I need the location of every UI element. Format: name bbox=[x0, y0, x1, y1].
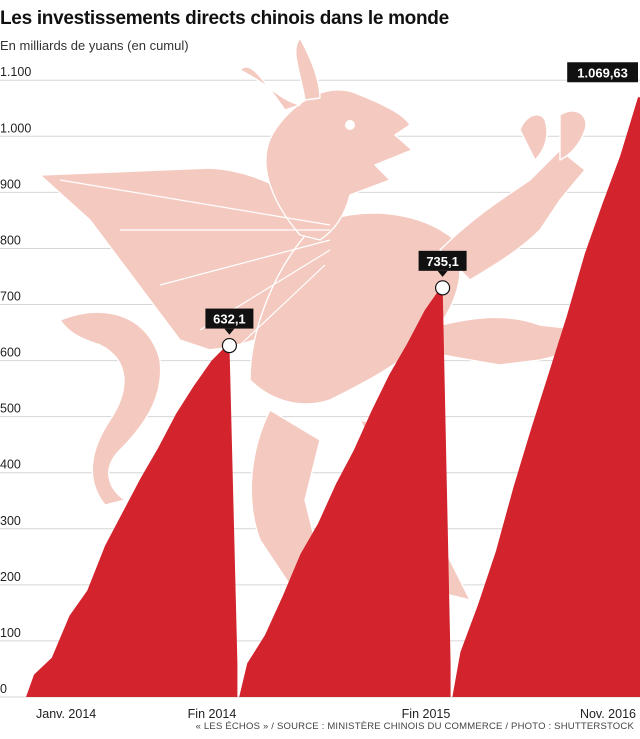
data-label-box bbox=[205, 308, 254, 329]
data-label-box bbox=[567, 62, 638, 83]
y-tick-label: 0 bbox=[0, 682, 7, 696]
dragon-part bbox=[265, 89, 413, 241]
y-tick-label: 700 bbox=[0, 290, 21, 304]
data-label-text: 735,1 bbox=[426, 254, 459, 269]
dragon-wing-rib bbox=[159, 239, 331, 286]
y-tick-label: 100 bbox=[0, 626, 21, 640]
y-tick-label: 1.100 bbox=[0, 65, 31, 79]
dragon-part bbox=[295, 37, 321, 101]
data-label-text: 632,1 bbox=[213, 312, 246, 327]
data-label: 1.069,63 bbox=[567, 62, 638, 83]
data-label: 735,1 bbox=[418, 250, 467, 296]
x-axis: Janv. 2014 Fin 2014 Fin 2015 Nov. 2016 bbox=[36, 707, 636, 721]
data-label-pointer bbox=[437, 270, 448, 277]
x-tick-label: Fin 2015 bbox=[402, 707, 451, 721]
dragon-eye bbox=[345, 120, 355, 130]
y-tick-label: 500 bbox=[0, 402, 21, 416]
y-tick-label: 400 bbox=[0, 458, 21, 472]
data-label-pointer bbox=[224, 328, 235, 335]
y-axis: 0 100 200 300 400 500 600 700 800 900 1.000 1.100 bbox=[0, 65, 31, 696]
dragon-part bbox=[59, 311, 162, 506]
dragon-wing-rib bbox=[59, 179, 331, 226]
dragon-part bbox=[239, 66, 301, 111]
y-tick-label: 300 bbox=[0, 514, 21, 528]
y-tick-label: 1.000 bbox=[0, 121, 31, 135]
chart-subtitle: En milliards de yuans (en cumul) bbox=[0, 38, 189, 53]
data-point-marker bbox=[221, 337, 238, 354]
source-footer: « LES ÉCHOS » / SOURCE : MINISTÈRE CHINO… bbox=[195, 721, 634, 732]
x-tick-label: Janv. 2014 bbox=[36, 707, 96, 721]
area-segment-2015 bbox=[239, 284, 451, 697]
dragon-part bbox=[249, 212, 461, 405]
data-point-marker bbox=[434, 280, 451, 296]
chart-title: Les investissements directs chinois dans… bbox=[0, 8, 449, 29]
x-tick-label: Nov. 2016 bbox=[580, 707, 636, 721]
y-tick-label: 800 bbox=[0, 233, 21, 247]
y-tick-label: 900 bbox=[0, 177, 21, 191]
area-segment-2014 bbox=[26, 342, 238, 697]
area-series bbox=[26, 97, 640, 697]
data-label: 632,1 bbox=[205, 308, 254, 354]
y-tick-label: 200 bbox=[0, 570, 21, 584]
data-labels: 632,1 735,1 1.069,63 bbox=[205, 62, 638, 354]
y-tick-label: 600 bbox=[0, 346, 21, 360]
area-segment-2016 bbox=[452, 97, 640, 697]
data-label-text: 1.069,63 bbox=[577, 65, 628, 80]
x-tick-label: Fin 2014 bbox=[188, 707, 237, 721]
dragon-part bbox=[559, 110, 587, 161]
dragon-wing-rib bbox=[239, 264, 326, 346]
dragon-part bbox=[519, 114, 548, 161]
data-label-box bbox=[418, 250, 467, 271]
dragon-part bbox=[439, 149, 586, 281]
